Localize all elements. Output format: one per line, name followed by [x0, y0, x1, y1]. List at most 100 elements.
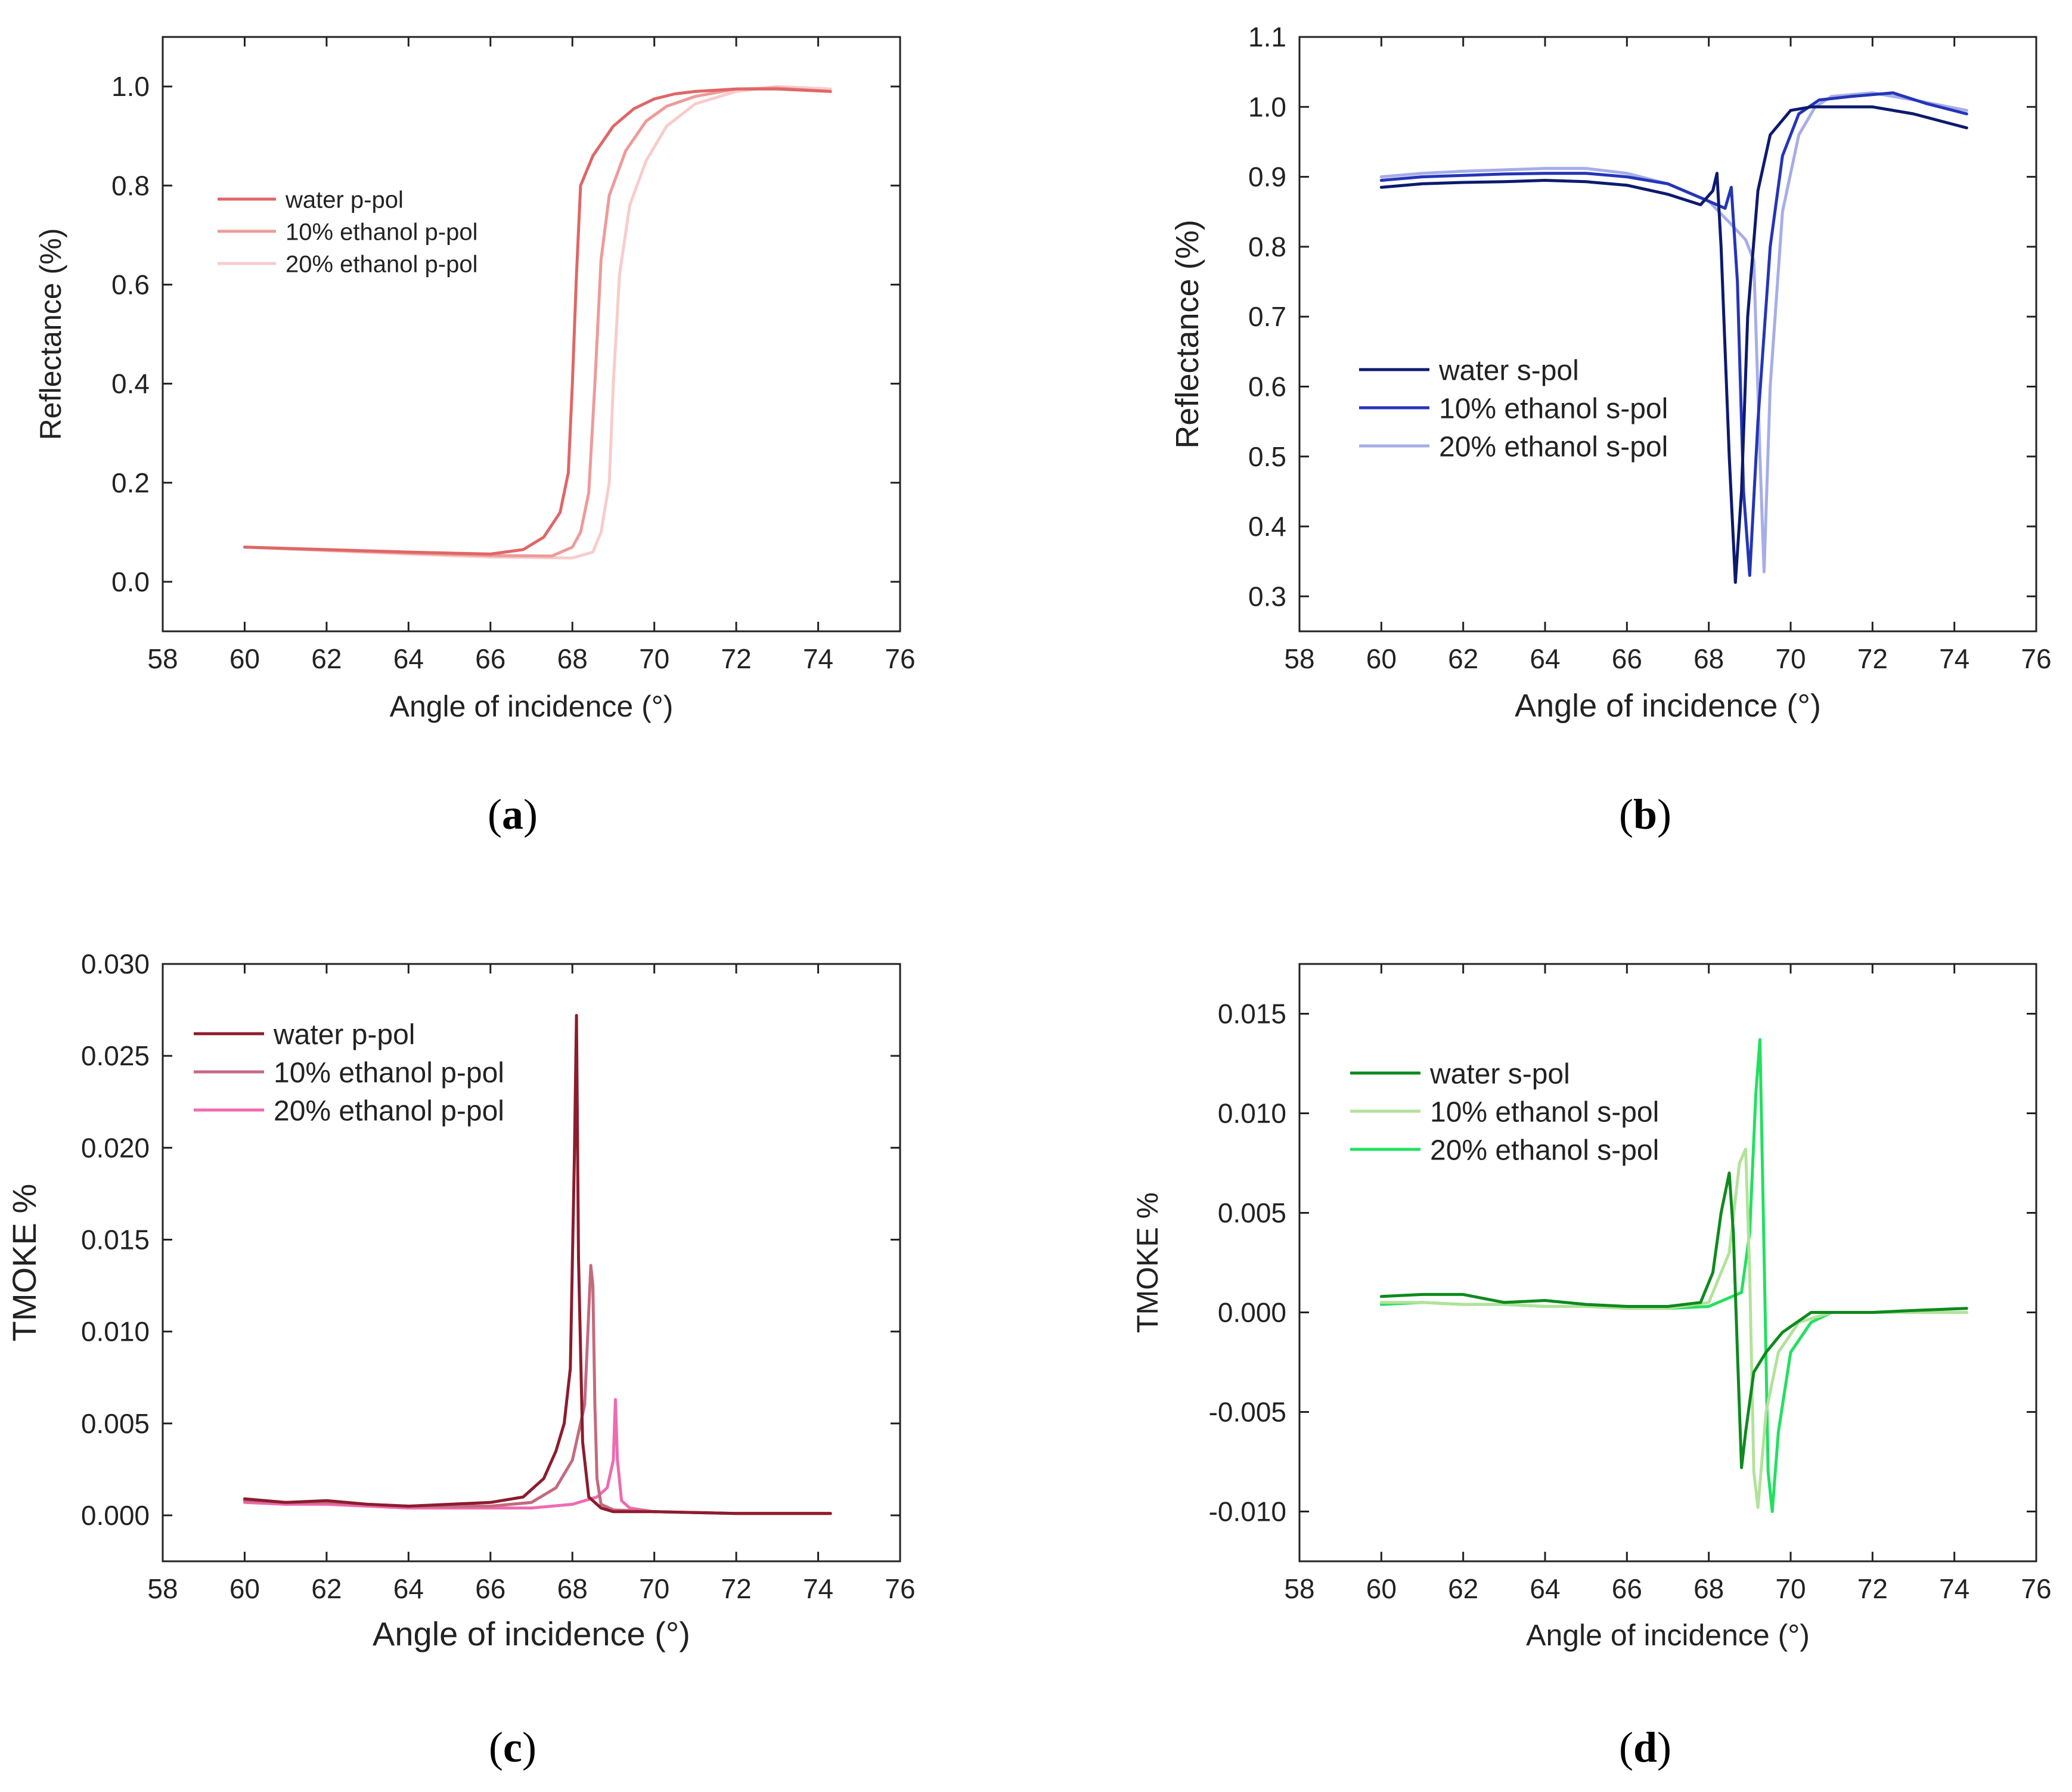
x-axis-label: Angle of incidence (°)	[390, 690, 674, 723]
x-tick-label: 76	[2021, 1573, 2051, 1604]
y-tick-label: 0.4	[1248, 511, 1286, 542]
series-line-2	[1379, 1148, 1968, 1509]
y-tick-label: 0.005	[81, 1408, 150, 1439]
legend: water s-pol 10% ethanol s-pol 20% ethanol …	[1359, 355, 1668, 463]
y-tick-label: 1.0	[1248, 91, 1286, 122]
x-tick-label: 66	[1612, 1573, 1642, 1604]
y-tick-label: 0.010	[81, 1316, 150, 1347]
x-tick-label: 72	[1857, 643, 1888, 674]
x-axis-label: Angle of incidence (°)	[373, 1615, 690, 1653]
y-tick-label: 0.015	[81, 1224, 150, 1255]
legend-label-1: water s-pol	[1429, 1058, 1570, 1090]
y-tick-label: -0.010	[1209, 1496, 1286, 1527]
y-tick-label: 0.030	[81, 948, 150, 979]
y-tick-label: 0.5	[1248, 441, 1286, 472]
x-tick-label: 74	[803, 643, 833, 674]
y-tick-label: 1.1	[1248, 21, 1286, 52]
x-tick-label: 72	[721, 643, 752, 674]
x-tick-label: 72	[721, 1573, 752, 1604]
x-tick-label: 64	[1530, 1573, 1560, 1604]
y-tick-label: 0.6	[111, 269, 150, 300]
x-tick-label: 72	[1857, 1573, 1888, 1604]
x-tick-label: 66	[475, 643, 505, 674]
series-line-3	[1379, 91, 1968, 573]
y-tick-label: -0.005	[1209, 1397, 1286, 1428]
y-tick-label: 0.8	[1248, 231, 1286, 262]
x-tick-label: 58	[1284, 643, 1314, 674]
chart-panel-c: 58 60 62 64 66 68 70 72 74 76 0.000 0.005 0.010 0.015…	[5, 948, 916, 1771]
legend: water p-pol 10% ethanol p-pol 20% ethanol …	[218, 187, 477, 277]
x-tick-label: 68	[557, 1573, 588, 1604]
panel-label: (c)	[489, 1723, 536, 1771]
panel-label: (b)	[1619, 790, 1671, 838]
legend-label-2: 10% ethanol s-pol	[1430, 1096, 1659, 1128]
x-tick-label: 66	[1612, 643, 1642, 674]
x-tick-label: 68	[1693, 643, 1724, 674]
series-line-2	[243, 86, 832, 558]
legend-label-3: 20% ethanol s-pol	[1430, 1134, 1659, 1166]
y-tick-label: 0.8	[111, 170, 150, 201]
y-axis-label: Reflectance (%)	[1170, 219, 1205, 448]
series-line-1	[1379, 105, 1968, 584]
x-tick-label: 64	[393, 643, 424, 674]
x-tick-label: 74	[1939, 1573, 1969, 1604]
x-tick-label: 64	[1530, 643, 1560, 674]
x-tick-label: 76	[885, 1573, 915, 1604]
x-tick-label: 76	[2021, 643, 2051, 674]
x-axis-label: Angle of incidence (°)	[1515, 688, 1821, 724]
series-line-1	[1379, 1171, 1968, 1469]
legend-label-2: 10% ethanol p-pol	[286, 219, 477, 245]
y-tick-label: 0.7	[1248, 301, 1286, 332]
x-tick-label: 66	[475, 1573, 505, 1604]
x-tick-label: 70	[639, 1573, 669, 1604]
y-tick-label: 0.005	[1218, 1198, 1286, 1229]
x-tick-label: 62	[1448, 1573, 1478, 1604]
y-axis-label: TMOKE %	[5, 1184, 43, 1341]
x-tick-label: 68	[557, 643, 588, 674]
x-axis-label: Angle of incidence (°)	[1526, 1619, 1810, 1652]
series-line-2	[243, 1264, 832, 1515]
y-tick-label: 0.6	[1248, 371, 1286, 402]
y-axis-label: TMOKE %	[1131, 1192, 1164, 1333]
y-tick-label: 1.0	[111, 71, 150, 102]
x-tick-label: 74	[1939, 643, 1969, 674]
y-tick-label: 0.9	[1248, 162, 1286, 193]
y-tick-label: 0.020	[81, 1132, 150, 1163]
legend-label-3: 20% ethanol p-pol	[286, 251, 477, 277]
x-tick-label: 70	[1775, 643, 1806, 674]
series-line-3	[243, 85, 832, 560]
panel-label: (a)	[488, 790, 538, 838]
plot-frame	[1298, 963, 2037, 1562]
legend-label-2: 10% ethanol p-pol	[274, 1057, 504, 1089]
x-tick-label: 68	[1693, 1573, 1724, 1604]
y-tick-label: 0.000	[1218, 1297, 1286, 1328]
x-tick-label: 76	[885, 643, 915, 674]
x-tick-label: 74	[803, 1573, 833, 1604]
plot-frame	[1298, 36, 2037, 633]
x-tick-label: 62	[1448, 643, 1478, 674]
x-tick-label: 60	[229, 643, 260, 674]
series-line-1	[243, 1013, 832, 1515]
legend-label-1: water s-pol	[1438, 355, 1579, 386]
x-tick-label: 70	[1775, 1573, 1806, 1604]
legend-label-3: 20% ethanol s-pol	[1439, 431, 1668, 463]
series-line-2	[1379, 91, 1968, 577]
series-line-3	[243, 1398, 832, 1515]
plot-frame	[162, 963, 901, 1562]
x-tick-label: 58	[147, 643, 178, 674]
y-tick-label: 0.025	[81, 1040, 150, 1071]
x-tick-label: 58	[147, 1573, 178, 1604]
x-tick-label: 62	[311, 1573, 342, 1604]
chart-panel-b: 58 60 62 64 66 68 70 72 74 76 0.3 0.4 0.5 0.6 0.7 0.8 0.…	[1170, 21, 2052, 838]
legend-label-1: water p-pol	[273, 1019, 415, 1050]
chart-panel-d: 58 60 62 64 66 68 70 72 74 76 -0.010 -0.005 0.000 0.0…	[1131, 963, 2052, 1771]
legend: water s-pol 10% ethanol s-pol 20% ethanol …	[1350, 1058, 1659, 1166]
y-tick-label: 0.000	[81, 1500, 150, 1531]
y-tick-label: 0.4	[111, 368, 150, 399]
legend-label-1: water p-pol	[285, 187, 404, 213]
legend-label-3: 20% ethanol p-pol	[274, 1095, 504, 1127]
panel-label: (d)	[1619, 1723, 1671, 1771]
series-line-1	[243, 87, 832, 556]
y-tick-label: 0.2	[111, 467, 150, 498]
